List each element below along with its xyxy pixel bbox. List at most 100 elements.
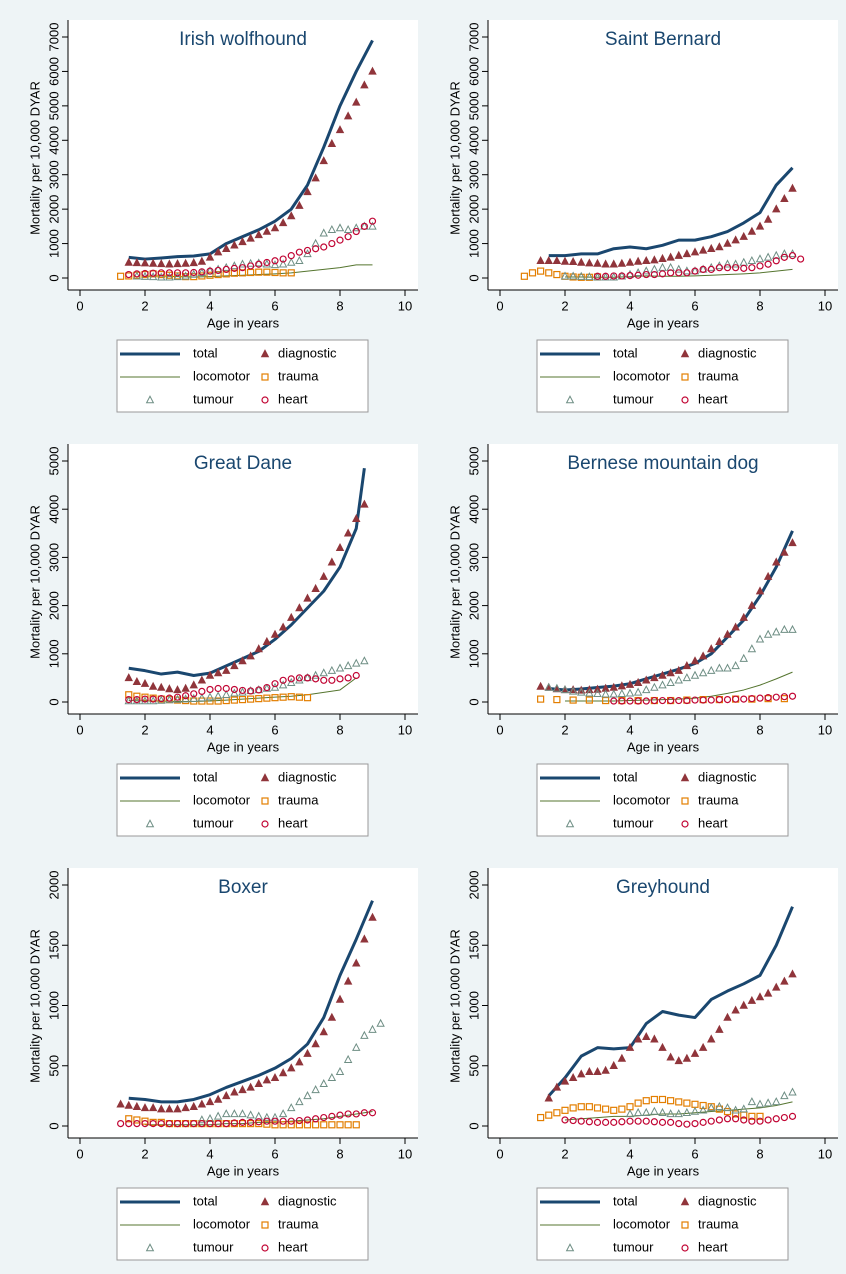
data-point (197, 1115, 207, 1124)
legend-label: diagnostic (278, 345, 337, 360)
data-point (748, 695, 756, 703)
data-point (311, 670, 320, 679)
x-tick-label: 4 (626, 1146, 633, 1161)
data-point (723, 238, 732, 247)
data-point (328, 1121, 336, 1129)
data-point (683, 1099, 691, 1107)
data-point (312, 675, 320, 683)
data-point (544, 1093, 553, 1102)
data-point (279, 1121, 287, 1129)
data-point (327, 138, 337, 147)
data-point (213, 264, 223, 273)
y-tick-label: 500 (46, 1055, 61, 1077)
y-tick-label: 4000 (466, 126, 481, 155)
data-point (633, 687, 643, 696)
data-point (788, 1112, 797, 1120)
data-point (254, 230, 263, 239)
data-point (593, 688, 602, 698)
data-point (335, 663, 345, 672)
data-point (165, 1104, 174, 1113)
data-point (287, 1121, 295, 1129)
data-point (295, 1057, 304, 1066)
data-point (278, 622, 288, 631)
legend-key (681, 797, 689, 805)
data-point (287, 677, 296, 686)
data-point (755, 254, 765, 263)
legend-label: trauma (698, 1216, 739, 1231)
data-point (748, 1112, 756, 1120)
x-tick-label: 10 (818, 1146, 832, 1161)
data-point (124, 1100, 133, 1109)
data-point (360, 1109, 368, 1117)
data-point (344, 233, 352, 241)
y-tick-label: 2000 (466, 591, 481, 620)
data-point (707, 644, 716, 653)
data-point (303, 593, 312, 602)
legend (116, 339, 369, 413)
data-point (295, 693, 303, 701)
data-point (625, 1042, 635, 1051)
data-point (577, 257, 586, 266)
data-point (319, 668, 328, 677)
data-point (311, 1085, 320, 1094)
data-point (230, 1109, 239, 1118)
data-point (601, 689, 610, 698)
data-point (602, 696, 610, 705)
data-point (190, 690, 198, 698)
legend-key (681, 1221, 689, 1229)
data-point (772, 557, 781, 566)
data-point (617, 681, 627, 690)
y-axis-title: Mortality per 10,000 DYAR (27, 505, 42, 659)
data-point (279, 1117, 287, 1125)
data-point (165, 272, 174, 281)
data-point (568, 271, 578, 280)
data-point (658, 1118, 667, 1126)
data-point (263, 1117, 271, 1125)
data-point (303, 246, 312, 255)
y-tick-label: 0 (46, 274, 61, 281)
data-point (149, 1119, 157, 1128)
series-line (548, 166, 794, 258)
y-axis-title: Mortality per 10,000 DYAR (27, 929, 42, 1083)
data-point (560, 256, 570, 265)
data-point (715, 1116, 723, 1124)
data-point (577, 1103, 585, 1111)
data-point (788, 624, 797, 633)
x-tick-label: 4 (206, 722, 213, 737)
data-point (650, 255, 659, 264)
data-point (698, 245, 708, 254)
data-point (740, 1116, 748, 1124)
data-point (336, 1111, 344, 1119)
data-point (222, 243, 231, 252)
data-point (642, 685, 651, 694)
data-point (246, 1082, 255, 1091)
data-point (699, 265, 707, 273)
data-point (568, 1072, 578, 1082)
data-point (173, 1119, 182, 1128)
data-point (593, 272, 602, 281)
data-point (254, 1079, 263, 1088)
y-tick-label: 1500 (46, 931, 61, 960)
data-point (617, 688, 627, 698)
x-tick-label: 8 (336, 722, 343, 737)
data-point (312, 245, 320, 253)
data-point (569, 273, 577, 281)
data-point (165, 695, 174, 704)
data-point (553, 270, 561, 279)
data-point (764, 694, 772, 702)
data-point (674, 1056, 683, 1065)
data-point (715, 663, 724, 672)
data-point (577, 1069, 586, 1078)
data-point (311, 1039, 320, 1048)
data-point (157, 259, 166, 268)
data-point (675, 1119, 683, 1128)
data-point (715, 695, 723, 704)
data-point (755, 992, 765, 1001)
legend-label: heart (278, 391, 308, 406)
data-point (691, 1119, 699, 1128)
data-point (682, 673, 692, 682)
data-point (238, 1118, 247, 1126)
data-point (278, 218, 288, 227)
data-point (165, 259, 174, 268)
